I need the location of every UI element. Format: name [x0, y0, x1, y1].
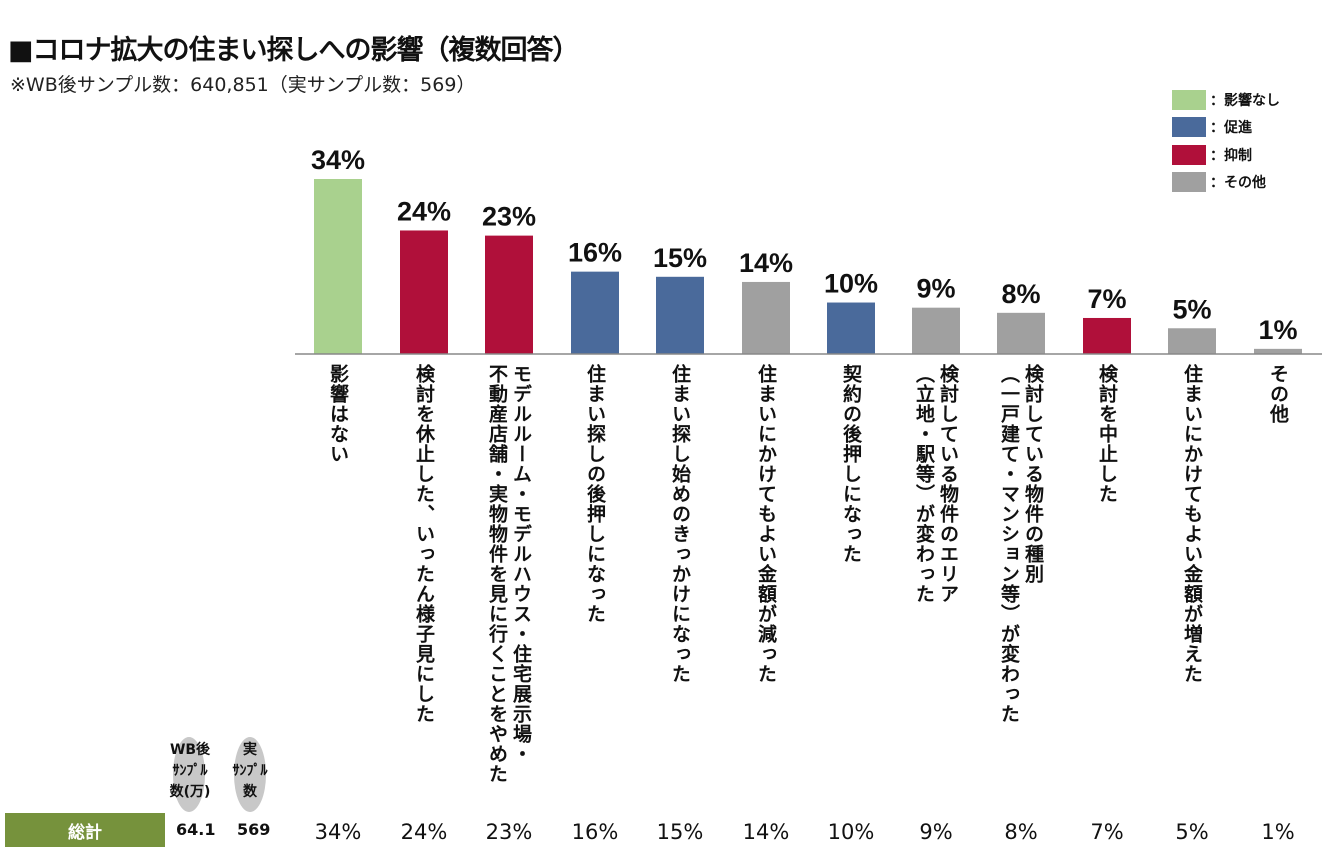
legend-label: ：抑制	[1210, 147, 1252, 164]
data-label: 34%	[311, 145, 365, 175]
x-tick-label: 住まいにかけてもよい金額が減った	[755, 364, 777, 684]
x-tick-label: モデルルーム・モデルハウス・住宅展示場・ 不動産店舗・実物物件を見に行くことをや…	[486, 364, 532, 784]
bar	[485, 235, 533, 354]
bar	[1254, 348, 1302, 354]
bar	[742, 281, 790, 354]
x-tick-label: 検討している物件の種別 （一戸建て・マンション等）が変わった	[998, 364, 1044, 724]
x-tick-label: 検討している物件のエリア （立地・駅等）が変わった	[913, 364, 959, 604]
wb-sample-value: 64.1	[176, 820, 216, 839]
total-percent: 7%	[1090, 820, 1124, 844]
legend-item-no-effect: ：影響なし	[1172, 86, 1280, 114]
legend-swatch	[1172, 172, 1206, 193]
legend-label: ：その他	[1210, 175, 1266, 192]
data-label: 8%	[1001, 279, 1040, 309]
bar	[1083, 317, 1131, 354]
total-row-label: 総計	[5, 813, 165, 847]
bar	[571, 271, 619, 354]
total-percent: 8%	[1004, 820, 1038, 844]
legend-swatch	[1172, 117, 1206, 138]
legend-label: ：影響なし	[1210, 92, 1280, 109]
bar	[400, 230, 448, 354]
data-label: 9%	[916, 274, 955, 304]
chart-title: ■コロナ拡大の住まい探しへの影響（複数回答）	[8, 35, 580, 66]
x-tick-label: 契約の後押しになった	[840, 364, 862, 564]
x-tick-label: 住まい探しの後押しになった	[584, 364, 606, 624]
bar	[827, 302, 875, 354]
legend: ：影響なし ：促進 ：抑制 ：その他	[1172, 86, 1280, 196]
wb-sample-header: WB後 ｻﾝﾌﾟﾙ 数(万)	[169, 742, 211, 800]
header-oval	[173, 737, 205, 812]
legend-swatch	[1172, 144, 1206, 165]
data-label: 14%	[739, 248, 793, 278]
total-percent: 1%	[1261, 820, 1295, 844]
data-label: 16%	[568, 238, 622, 268]
data-label: 5%	[1172, 294, 1211, 324]
bar	[314, 179, 362, 354]
bar	[1168, 328, 1216, 354]
real-sample-header: 実 ｻﾝﾌﾟﾙ 数	[232, 742, 268, 800]
legend-label: ：促進	[1210, 120, 1252, 137]
total-percent: 14%	[742, 820, 790, 844]
x-tick-label: 検討を休止した、いったん様子見にした	[413, 364, 435, 724]
real-sample-value: 569	[237, 820, 271, 839]
total-percent: 34%	[314, 820, 362, 844]
data-label: 24%	[397, 196, 451, 226]
legend-item-suppress: ：抑制	[1172, 141, 1280, 169]
x-tick-label: 住まい探し始めのきっかけになった	[669, 364, 691, 684]
data-label: 15%	[653, 243, 707, 273]
data-label: 1%	[1258, 315, 1297, 345]
bar	[997, 312, 1045, 354]
total-percent: 5%	[1175, 820, 1209, 844]
x-tick-label: 検討を中止した	[1096, 364, 1118, 504]
x-tick-label: 住まいにかけてもよい金額が増えた	[1181, 364, 1203, 684]
x-tick-label: その他	[1267, 364, 1289, 424]
legend-item-promote: ：促進	[1172, 114, 1280, 142]
total-percent: 15%	[656, 820, 704, 844]
total-percent: 16%	[571, 820, 619, 844]
data-label: 7%	[1087, 284, 1126, 314]
bar	[912, 307, 960, 354]
legend-swatch	[1172, 89, 1206, 110]
legend-item-other: ：その他	[1172, 169, 1280, 197]
total-percent: 24%	[400, 820, 448, 844]
total-percent: 10%	[827, 820, 875, 844]
bar	[656, 276, 704, 354]
data-label: 10%	[824, 269, 878, 299]
sample-size-note: ※WB後サンプル数：640,851（実サンプル数：569）	[10, 74, 476, 96]
data-label: 23%	[482, 202, 536, 232]
total-percent: 23%	[485, 820, 533, 844]
total-percent: 9%	[919, 820, 953, 844]
header-oval	[234, 737, 266, 812]
x-tick-label: 影響はない	[327, 364, 349, 464]
